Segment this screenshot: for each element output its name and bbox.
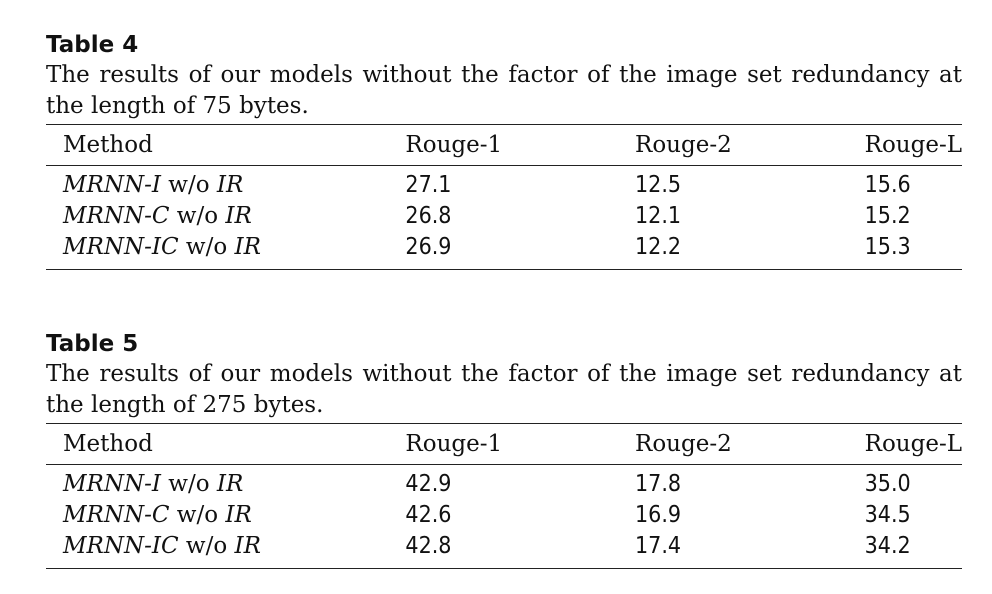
method-cell: MRNN-IC w/o IR <box>46 232 405 270</box>
caption-line: The results of our models without the fa… <box>46 62 962 88</box>
rouge-1-cell: 26.8 <box>405 203 452 229</box>
table-5-block: Table 5 The results of our models withou… <box>46 329 962 569</box>
rouge-1-cell: 26.9 <box>405 234 452 260</box>
without-text: w/o <box>178 234 235 260</box>
rouge-l-cell: 15.3 <box>864 234 911 260</box>
ablation-name: IR <box>225 203 252 229</box>
header-rouge-2: Rouge-2 <box>635 431 732 457</box>
without-text: w/o <box>160 471 217 497</box>
method-cell: MRNN-IC w/o IR <box>46 531 405 569</box>
header-rouge-1: Rouge-1 <box>405 431 503 457</box>
rouge-2-cell: 12.5 <box>635 172 682 198</box>
table-row: MRNN-IC w/o IR 42.8 17.4 34.2 <box>46 531 962 569</box>
rouge-l-cell: 35.0 <box>864 471 911 497</box>
rouge-1-cell: 42.6 <box>405 502 452 528</box>
model-name: MRNN-IC <box>63 234 179 260</box>
header-row: Method Rouge-1 Rouge-2 Rouge-L <box>46 124 962 166</box>
without-text: w/o <box>169 502 226 528</box>
table-row: MRNN-I w/o IR 42.9 17.8 35.0 <box>46 465 962 501</box>
header-method: Method <box>63 431 153 457</box>
model-name: MRNN-C <box>63 203 170 229</box>
ablation-name: IR <box>234 234 261 260</box>
table-row: MRNN-IC w/o IR 26.9 12.2 15.3 <box>46 232 962 270</box>
model-name: MRNN-IC <box>63 533 179 559</box>
ablation-name: IR <box>225 502 252 528</box>
method-cell: MRNN-I w/o IR <box>46 465 405 501</box>
ablation-name: IR <box>216 471 244 497</box>
rouge-2-cell: 16.9 <box>635 502 682 528</box>
rouge-1-cell: 42.8 <box>405 533 452 559</box>
table-label: Table 4 <box>46 32 139 58</box>
header-row: Method Rouge-1 Rouge-2 Rouge-L <box>46 423 962 465</box>
without-text: w/o <box>169 203 226 229</box>
header-rouge-1: Rouge-1 <box>405 132 503 158</box>
model-name: MRNN-I <box>63 471 161 497</box>
caption-line: The results of our models without the fa… <box>46 361 962 387</box>
ablation-name: IR <box>234 533 261 559</box>
rouge-l-cell: 15.6 <box>864 172 911 198</box>
table-4-block: Table 4 The results of our models withou… <box>46 30 962 270</box>
rouge-l-cell: 15.2 <box>864 203 911 229</box>
rouge-l-cell: 34.5 <box>864 502 911 528</box>
ablation-name: IR <box>216 172 244 198</box>
header-rouge-l: Rouge-L <box>864 132 962 158</box>
rouge-2-cell: 17.8 <box>635 471 682 497</box>
header-rouge-2: Rouge-2 <box>635 132 732 158</box>
rouge-l-cell: 34.2 <box>864 533 911 559</box>
header-rouge-l: Rouge-L <box>864 431 962 457</box>
model-name: MRNN-C <box>63 502 170 528</box>
model-name: MRNN-I <box>63 172 161 198</box>
without-text: w/o <box>160 172 217 198</box>
without-text: w/o <box>178 533 235 559</box>
method-cell: MRNN-C w/o IR <box>46 500 405 531</box>
method-cell: MRNN-C w/o IR <box>46 201 405 232</box>
table-label: Table 5 <box>46 331 139 357</box>
rouge-1-cell: 42.9 <box>405 471 452 497</box>
table-row: MRNN-C w/o IR 42.6 16.9 34.5 <box>46 500 962 531</box>
table-row: MRNN-I w/o IR 27.1 12.5 15.6 <box>46 166 962 202</box>
rouge-2-cell: 12.1 <box>635 203 682 229</box>
table-row: MRNN-C w/o IR 26.8 12.1 15.2 <box>46 201 962 232</box>
caption-line: the length of 75 bytes. <box>46 93 309 119</box>
method-cell: MRNN-I w/o IR <box>46 166 405 202</box>
results-table: Method Rouge-1 Rouge-2 Rouge-L MRNN-I w/… <box>46 124 962 270</box>
results-table: Method Rouge-1 Rouge-2 Rouge-L MRNN-I w/… <box>46 423 962 569</box>
rouge-2-cell: 12.2 <box>635 234 682 260</box>
rouge-1-cell: 27.1 <box>405 172 452 198</box>
rouge-2-cell: 17.4 <box>635 533 682 559</box>
caption-line: the length of 275 bytes. <box>46 392 324 418</box>
table-caption: The results of our models without the fa… <box>46 60 962 122</box>
header-method: Method <box>63 132 153 158</box>
table-caption: The results of our models without the fa… <box>46 359 962 421</box>
